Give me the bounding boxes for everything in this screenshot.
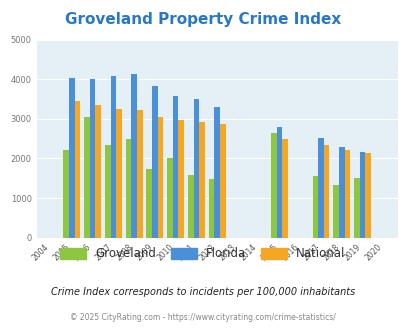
Bar [364, 153, 370, 238]
Bar [281, 139, 287, 238]
Bar [152, 85, 157, 238]
Bar [178, 120, 183, 238]
Bar [208, 179, 214, 238]
Bar [193, 99, 199, 238]
Bar [323, 145, 328, 238]
Bar [220, 123, 225, 238]
Bar [136, 110, 142, 238]
Bar [110, 76, 116, 238]
Bar [276, 127, 281, 238]
Bar [84, 117, 90, 238]
Bar [146, 170, 152, 238]
Bar [131, 74, 136, 238]
Bar [173, 96, 178, 238]
Bar [116, 109, 121, 238]
Bar [95, 105, 101, 238]
Bar [359, 152, 364, 238]
Text: © 2025 CityRating.com - https://www.cityrating.com/crime-statistics/: © 2025 CityRating.com - https://www.city… [70, 313, 335, 322]
Bar [63, 150, 69, 238]
Bar [353, 178, 359, 238]
Text: Groveland Property Crime Index: Groveland Property Crime Index [65, 12, 340, 27]
Bar [105, 145, 110, 238]
Bar [126, 139, 131, 238]
Bar [271, 133, 276, 238]
Bar [167, 158, 173, 238]
Bar [157, 117, 163, 238]
Bar [344, 150, 350, 238]
Text: Crime Index corresponds to incidents per 100,000 inhabitants: Crime Index corresponds to incidents per… [51, 287, 354, 297]
Bar [199, 121, 205, 238]
Bar [90, 79, 95, 238]
Bar [214, 107, 220, 238]
Bar [69, 79, 75, 238]
Bar [318, 138, 323, 238]
Bar [338, 147, 344, 238]
Bar [75, 101, 80, 238]
Bar [333, 185, 338, 238]
Bar [312, 176, 318, 238]
Legend: Groveland, Florida, National: Groveland, Florida, National [60, 248, 345, 260]
Bar [188, 175, 193, 238]
